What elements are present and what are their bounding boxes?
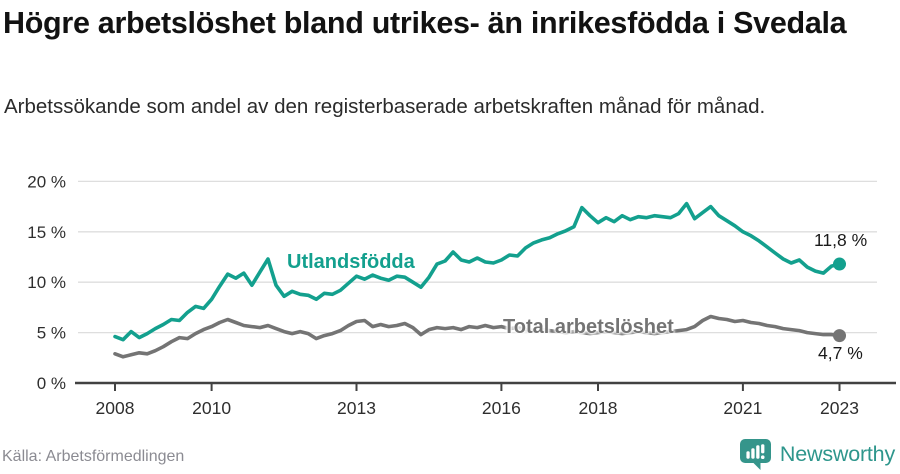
x-tick-label: 2016 — [482, 398, 521, 418]
newsworthy-wordmark: Newsworthy — [779, 442, 895, 466]
y-tick-label: 0 % — [37, 374, 66, 393]
x-tick-label: 2010 — [192, 398, 231, 418]
series-label-utlandsfodda: Utlandsfödda — [287, 251, 415, 273]
series-line-total — [113, 314, 842, 359]
end-value-utlandsfodda: 11,8 % — [814, 230, 868, 250]
x-tick-label: 2023 — [820, 398, 859, 418]
end-value-total: 4,7 % — [818, 343, 863, 363]
y-tick-label: 20 % — [27, 172, 66, 191]
x-tick-label: 2021 — [723, 398, 762, 418]
chart-subtitle: Arbetssökande som andel av den registerb… — [4, 95, 766, 118]
source-note: Källa: Arbetsförmedlingen — [2, 448, 185, 465]
series-end-dot-total — [833, 329, 847, 343]
x-tick-label: 2008 — [96, 398, 135, 418]
y-tick-label: 10 % — [27, 273, 66, 292]
y-tick-label: 5 % — [37, 324, 66, 343]
x-tick-label: 2018 — [579, 398, 618, 418]
newsworthy-bars-icon — [739, 439, 771, 470]
series-line-utlandsfodda — [113, 201, 842, 342]
chart-title: Högre arbetslöshet bland utrikes- än inr… — [3, 6, 847, 40]
series-label-total-arbetsloshet: Total arbetslöshet — [503, 316, 674, 338]
newsworthy-logo: Newsworthy — [739, 438, 895, 471]
x-tick-label: 2013 — [337, 398, 376, 418]
y-tick-label: 15 % — [27, 223, 66, 242]
series-end-dot-utlandsfodda — [833, 257, 847, 271]
